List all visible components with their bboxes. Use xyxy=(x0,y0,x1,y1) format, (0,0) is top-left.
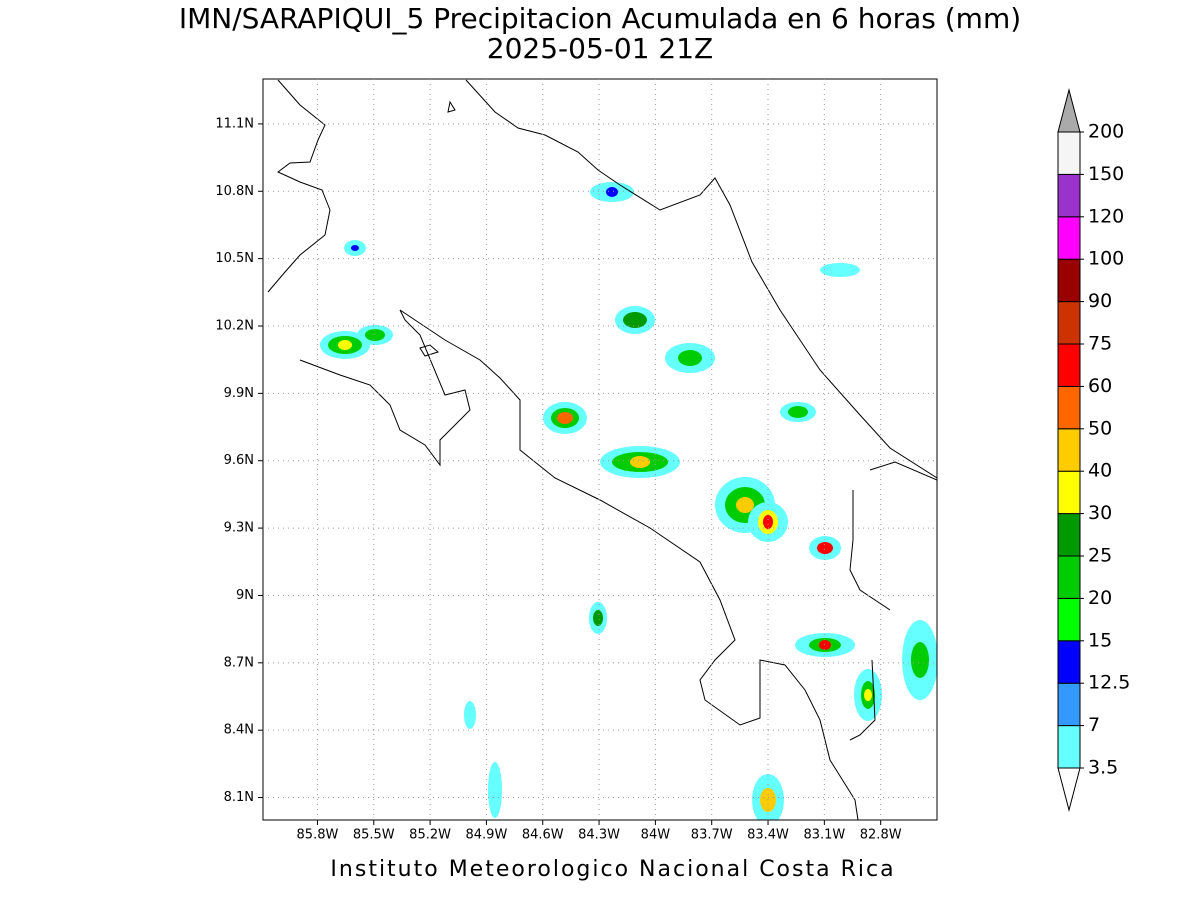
colorbar-label: 60 xyxy=(1088,375,1112,397)
colorbar-label: 20 xyxy=(1088,587,1112,609)
colorbar-segment xyxy=(1057,258,1081,303)
colorbar-label: 100 xyxy=(1088,248,1124,270)
colorbar-segment xyxy=(1057,385,1081,430)
subtitle: 2025-05-01 21Z xyxy=(487,32,713,65)
y-tick-label: 10.5N xyxy=(215,251,254,266)
colorbar-segment xyxy=(1057,301,1081,345)
x-tick-label: 82.8W xyxy=(860,828,902,843)
colorbar-label: 50 xyxy=(1088,417,1112,439)
colorbar-segment xyxy=(1057,173,1081,218)
colorbar-label: 30 xyxy=(1088,502,1112,524)
colorbar-label: 120 xyxy=(1088,205,1124,227)
colorbar-segment xyxy=(1057,597,1081,642)
colorbar-segment xyxy=(1057,428,1081,472)
map-frame xyxy=(262,78,938,821)
precip-blobs xyxy=(320,182,937,820)
footer: Instituto Meteorologico Nacional Costa R… xyxy=(330,857,895,882)
x-tick-label: 85.2W xyxy=(409,828,451,843)
y-tick-label: 9.9N xyxy=(224,386,254,401)
colorbar-label: 90 xyxy=(1088,290,1112,312)
colorbar-over xyxy=(1057,88,1081,133)
coastlines xyxy=(267,79,937,820)
colorbar-segment xyxy=(1057,343,1081,387)
colorbar-label: 12.5 xyxy=(1088,672,1130,694)
colorbar-under xyxy=(1057,767,1081,812)
x-tick-label: 83.1W xyxy=(803,828,845,843)
colorbar-label: 15 xyxy=(1088,629,1112,651)
colorbar-segment xyxy=(1057,216,1081,260)
x-tick-label: 83.7W xyxy=(691,828,733,843)
x-tick-label: 83.4W xyxy=(747,828,789,843)
y-tick-label: 10.2N xyxy=(215,319,254,334)
y-tick-label: 9.6N xyxy=(224,453,254,468)
y-tick-label: 8.4N xyxy=(224,723,254,738)
colorbar-label: 200 xyxy=(1088,121,1124,143)
colorbar-segment xyxy=(1057,513,1081,557)
colorbar-segment xyxy=(1057,682,1081,727)
colorbar-label: 150 xyxy=(1088,163,1124,185)
x-tick-label: 84W xyxy=(641,828,671,843)
x-tick-label: 84.6W xyxy=(522,828,564,843)
x-tick-label: 84.9W xyxy=(466,828,508,843)
x-tick-label: 84.3W xyxy=(578,828,620,843)
colorbar-segment xyxy=(1057,555,1081,599)
y-tick-label: 8.7N xyxy=(224,655,254,670)
title: IMN/SARAPIQUI_5 Precipitacion Acumulada … xyxy=(179,2,1021,35)
colorbar-segment xyxy=(1057,131,1081,175)
colorbar-label: 25 xyxy=(1088,545,1112,567)
colorbar-segment xyxy=(1057,470,1081,515)
map-area xyxy=(267,79,937,820)
x-tick-label: 85.8W xyxy=(297,828,339,843)
colorbar-label: 75 xyxy=(1088,333,1112,355)
y-tick-label: 11.1N xyxy=(215,116,254,131)
colorbar-label: 3.5 xyxy=(1088,757,1118,779)
y-tick-label: 10.8N xyxy=(215,184,254,199)
y-tick-label: 8.1N xyxy=(224,790,254,805)
x-tick-label: 85.5W xyxy=(353,828,395,843)
y-tick-label: 9N xyxy=(236,588,254,603)
colorbar-label: 40 xyxy=(1088,460,1112,482)
colorbar-label: 7 xyxy=(1088,714,1100,736)
colorbar-segment xyxy=(1057,725,1081,769)
y-tick-label: 9.3N xyxy=(224,521,254,536)
colorbar-segment xyxy=(1057,640,1081,684)
